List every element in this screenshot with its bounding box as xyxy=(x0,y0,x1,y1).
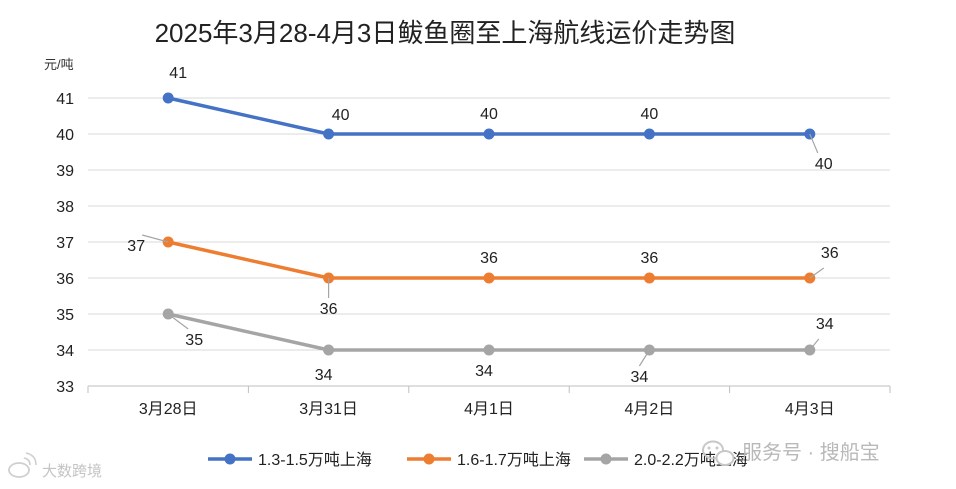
series-0-point-0 xyxy=(162,92,174,104)
y-tick-label-0: 33 xyxy=(56,379,74,396)
x-tick-label-4: 4月3日 xyxy=(785,401,835,418)
data-label-2-0: 35 xyxy=(185,332,203,349)
data-label-0-4: 40 xyxy=(815,156,833,173)
chart-title: 2025年3月28-4月3日鲅鱼圈至上海航线运价走势图 xyxy=(155,18,736,48)
data-label-leader-1-4 xyxy=(809,267,825,279)
legend-label-0: 1.3-1.5万吨上海 xyxy=(258,451,372,469)
data-label-leader-2-4 xyxy=(809,338,820,351)
x-tick-label-3: 4月2日 xyxy=(624,401,674,418)
series-0-point-3 xyxy=(643,128,655,140)
data-labels: 41 40 40 40 40 37 36 36 36 36 35 34 34 34 34 xyxy=(127,65,838,386)
data-label-leader-2-0 xyxy=(167,313,189,330)
data-label-2-3: 34 xyxy=(631,369,649,386)
legend-marker-1 xyxy=(423,453,435,465)
y-tick-label-1: 34 xyxy=(56,343,74,360)
legend-marker-2 xyxy=(600,453,612,465)
series-0-point-2 xyxy=(483,128,495,140)
series-layer xyxy=(162,92,816,356)
y-tick-label-2: 35 xyxy=(56,307,74,324)
x-tick-label-0: 3月28日 xyxy=(139,401,198,418)
data-label-2-2: 34 xyxy=(475,363,493,380)
data-label-1-0: 37 xyxy=(127,238,145,255)
data-label-2-1: 34 xyxy=(315,367,333,384)
wechat-icon xyxy=(702,440,735,466)
watermark-brand: 大数跨境 xyxy=(8,452,102,480)
data-label-leader-0-4 xyxy=(809,133,819,154)
data-label-0-1: 40 xyxy=(332,107,350,124)
y-tick-label-5: 38 xyxy=(56,199,74,216)
data-label-0-3: 40 xyxy=(641,106,659,123)
x-tick-label-1: 3月31日 xyxy=(299,401,358,418)
gridlines xyxy=(88,97,890,387)
data-label-1-3: 36 xyxy=(641,250,659,267)
legend-label-1: 1.6-1.7万吨上海 xyxy=(457,451,571,469)
data-label-0-2: 40 xyxy=(480,106,498,123)
data-label-2-4: 34 xyxy=(816,316,834,333)
y-tick-label-6: 39 xyxy=(56,163,74,180)
y-tick-label-8: 41 xyxy=(56,91,74,108)
legend: 1.3-1.5万吨上海 1.6-1.7万吨上海 2.0-2.2万吨上海 xyxy=(208,451,748,469)
series-2-point-2 xyxy=(483,344,495,356)
y-tick-label-7: 40 xyxy=(56,127,74,144)
x-axis xyxy=(87,385,891,393)
watermark-brand-text: 大数跨境 xyxy=(42,462,102,480)
data-label-leader-2-3 xyxy=(638,349,650,367)
data-label-1-4: 36 xyxy=(821,245,839,262)
y-tick-label-3: 36 xyxy=(56,271,74,288)
x-tick-label-2: 4月1日 xyxy=(464,401,514,418)
series-2-point-1 xyxy=(323,344,335,356)
weibo-icon xyxy=(8,452,37,478)
y-tick-labels: 33 34 35 36 37 38 39 40 41 xyxy=(56,91,74,396)
x-tick-labels: 3月28日 3月31日 4月1日 4月2日 4月3日 xyxy=(139,401,835,418)
data-label-1-1: 36 xyxy=(320,301,338,318)
data-label-0-0: 41 xyxy=(169,65,187,82)
watermark-service: 服务号 · 搜船宝 xyxy=(702,440,880,466)
series-1-point-3 xyxy=(643,272,655,284)
data-label-1-2: 36 xyxy=(480,250,498,267)
watermark-service-text: 服务号 · 搜船宝 xyxy=(742,441,880,464)
data-label-leader-1-0 xyxy=(142,234,169,243)
y-axis-unit: 元/吨 xyxy=(44,57,74,72)
legend-marker-0 xyxy=(224,453,236,465)
series-1-point-2 xyxy=(483,272,495,284)
series-0-point-1 xyxy=(323,128,335,140)
y-tick-label-4: 37 xyxy=(56,235,74,252)
